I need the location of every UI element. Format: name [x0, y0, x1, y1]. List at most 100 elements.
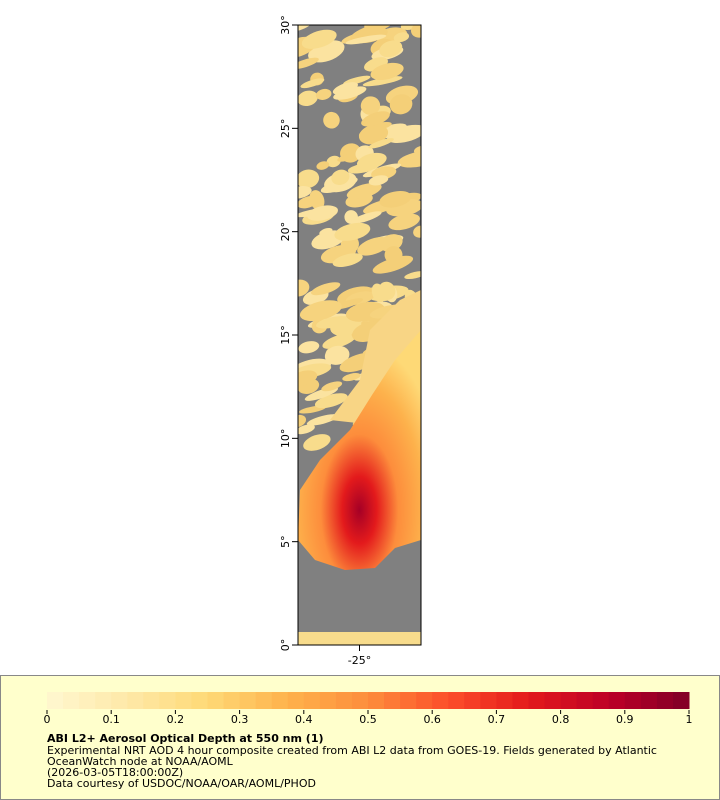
colorbar-tick-label: 0.4	[295, 713, 313, 726]
y-tick-label: 0°	[279, 639, 292, 652]
aerosol-patch	[316, 316, 351, 329]
colorbar-cell	[143, 692, 160, 709]
colorbar-cell	[448, 692, 465, 709]
aerosol-patch	[331, 169, 350, 185]
x-tick-label: -25°	[348, 654, 371, 667]
colorbar-tick-label: 0.6	[423, 713, 441, 726]
aerosol-patch	[315, 88, 332, 100]
aerosol-patch	[357, 152, 387, 170]
aerosol-patch	[368, 175, 389, 186]
legend-line: Experimental NRT AOD 4 hour composite cr…	[47, 744, 657, 757]
aerosol-patch	[303, 434, 331, 451]
colorbar-tick-label: 0.7	[488, 713, 506, 726]
colorbar-cell	[47, 692, 64, 709]
aerosol-patch	[357, 237, 390, 256]
colorbar-tick-label: 0.1	[102, 713, 120, 726]
aerosol-patch	[362, 76, 403, 87]
aerosol-patch	[346, 182, 382, 200]
colorbar-cell	[640, 692, 658, 709]
aerosol-patch	[413, 145, 421, 155]
aerosol-patch	[393, 32, 410, 43]
aerosol-patch	[316, 161, 330, 170]
colorbar-cell	[496, 692, 513, 709]
colorbar-cell	[223, 692, 241, 709]
aerosol-patch	[298, 90, 318, 107]
colorbar-cell	[111, 692, 128, 709]
aerosol-patch	[298, 169, 320, 189]
colorbar-cell	[576, 692, 594, 709]
colorbar-cell	[560, 692, 578, 709]
aerosol-plume	[298, 330, 421, 570]
legend-title: ABI L2+ Aerosol Optical Depth at 550 nm …	[47, 732, 324, 745]
aerosol-patch	[298, 25, 311, 32]
aerosol-patch	[298, 341, 320, 354]
aerosol-patch	[298, 186, 312, 199]
y-tick-label: 20°	[279, 222, 292, 242]
legend-line: Data courtesy of USDOC/NOAA/OAR/AOML/PHO…	[47, 777, 316, 790]
colorbar-cell	[608, 692, 626, 709]
colorbar-cell	[624, 692, 642, 709]
aerosol-patch	[298, 207, 333, 218]
colorbar-cell	[544, 692, 562, 709]
aerosol-patch	[322, 333, 357, 349]
aerosol-patch	[300, 78, 325, 89]
aerosol-patch	[324, 345, 350, 365]
colorbar-tick-label: 0.2	[167, 713, 185, 726]
colorbar-cell	[319, 692, 337, 709]
aerosol-patch	[298, 424, 315, 435]
colorbar-cell	[159, 692, 176, 709]
colorbar-cell	[351, 692, 369, 709]
map-image	[298, 25, 421, 645]
aerosol-patch	[413, 225, 421, 238]
colorbar-tick-label: 0.3	[231, 713, 249, 726]
y-tick-label: 30°	[279, 15, 292, 35]
aerosol-patch	[332, 82, 358, 95]
aerosol-patch	[298, 632, 421, 645]
colorbar-cell	[528, 692, 546, 709]
colorbar-cell	[239, 692, 257, 709]
aerosol-patch	[342, 373, 361, 382]
aerosol-patch	[387, 124, 421, 144]
colorbar-cell	[303, 692, 321, 709]
colorbar-cell	[656, 692, 674, 709]
aerosol-patch	[326, 155, 341, 168]
y-tick-label: 10°	[279, 429, 292, 449]
aerosol-patch	[370, 62, 404, 81]
colorbar-cell	[127, 692, 144, 709]
aerosol-patch	[397, 150, 421, 168]
colorbar-cell	[480, 692, 497, 709]
aerosol-patch	[301, 29, 337, 49]
colorbar-cell	[271, 692, 289, 709]
aerosol-patch	[332, 253, 363, 267]
aerosol-patch	[350, 211, 382, 224]
aerosol-patch	[404, 271, 421, 280]
legend-line: (2026-03-05T18:00:00Z)	[47, 766, 183, 779]
aerosol-patch	[333, 86, 367, 100]
colorbar-tick-label: 0.8	[552, 713, 570, 726]
aerosol-patch	[389, 94, 413, 115]
colorbar-cell	[400, 692, 417, 709]
aerosol-patch	[345, 34, 387, 45]
colorbar-cell	[512, 692, 529, 709]
aerosol-patch	[323, 111, 340, 129]
colorbar-cell	[175, 692, 192, 709]
colorbar-cell	[79, 692, 96, 709]
aerosol-patch	[334, 222, 371, 241]
y-tick-label: 15°	[279, 325, 292, 345]
aerosol-patch	[371, 283, 386, 303]
aerosol-patch	[360, 96, 381, 115]
colorbar-cell	[464, 692, 481, 709]
aerosol-patch	[337, 153, 355, 162]
colorbar-cell	[335, 692, 353, 709]
colorbar-tick-label: 0.9	[616, 713, 634, 726]
aerosol-patch	[379, 190, 412, 208]
aerosol-patch	[306, 414, 339, 426]
colorbar-cell	[255, 692, 273, 709]
aerosol-patch	[298, 279, 310, 297]
aerosol-patch	[379, 40, 403, 58]
aerosol-patch	[321, 381, 343, 392]
colorbar-cell	[432, 692, 449, 709]
colorbar-cell	[63, 692, 80, 709]
y-tick-label: 5°	[279, 535, 292, 548]
